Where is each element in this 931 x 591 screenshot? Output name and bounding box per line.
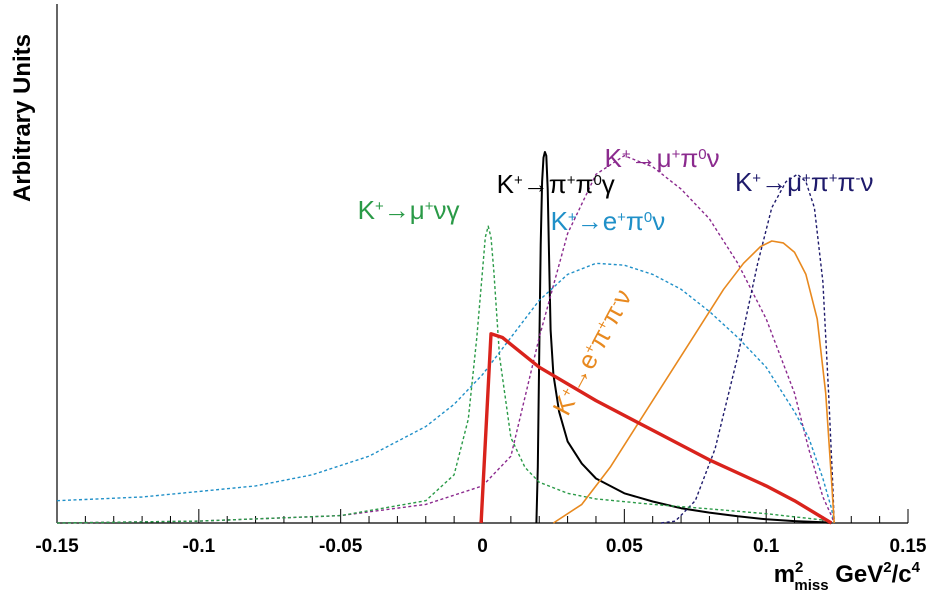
x-tick-label: 0.1 (753, 536, 780, 557)
x-tick-label: 0 (477, 536, 488, 557)
x-axis-label: m2 miss GeV2/c4 (774, 559, 921, 591)
series-layer (56, 151, 835, 525)
series-label-2: K+→μ+π+π-ν (735, 167, 874, 197)
x-tick-label: -0.15 (35, 536, 79, 557)
x-tick-label: -0.1 (182, 536, 215, 557)
series-line-1 (56, 154, 835, 524)
series-line-5 (552, 240, 835, 524)
series-label-1: K+→μ+π0ν (604, 143, 719, 173)
x-tick-label: 0.15 (890, 536, 927, 557)
series-label-4: K+→e+π0ν (551, 206, 666, 236)
series-line-6 (479, 332, 833, 525)
y-axis-label: Arbitrary Units (9, 34, 36, 202)
axes: -0.15 -0.1 -0.05 0 0.05 0.1 0.15 (35, 4, 927, 557)
series-line-0 (535, 151, 832, 524)
series-line-3 (56, 225, 832, 524)
series-line-2 (661, 173, 835, 524)
x-tick-label: 0.05 (606, 536, 643, 557)
x-tick-label: -0.05 (319, 536, 363, 557)
series-label-0: K+→π+π0γ (497, 169, 615, 199)
series-label-3: K+→μ+νγ (358, 195, 460, 225)
series-line-4 (56, 262, 835, 524)
